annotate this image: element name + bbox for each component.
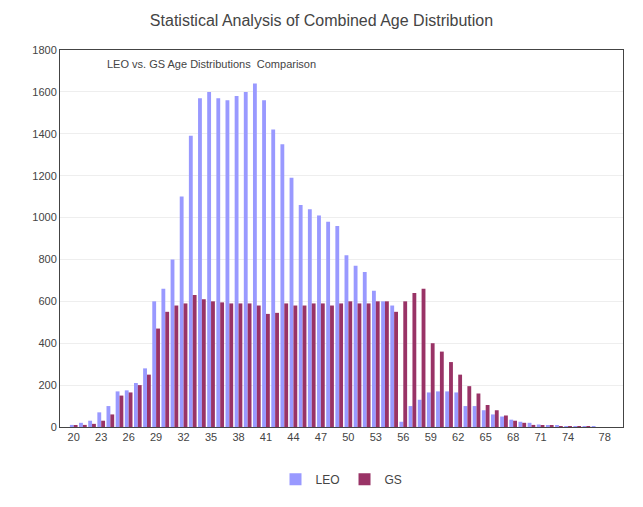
svg-text:1000: 1000: [32, 211, 56, 223]
svg-text:56: 56: [397, 431, 409, 443]
svg-text:600: 600: [38, 295, 56, 307]
svg-text:1800: 1800: [32, 44, 56, 56]
svg-text:23: 23: [95, 431, 107, 443]
svg-text:65: 65: [480, 431, 492, 443]
svg-text:62: 62: [452, 431, 464, 443]
svg-text:20: 20: [68, 431, 80, 443]
svg-text:29: 29: [150, 431, 162, 443]
svg-text:53: 53: [370, 431, 382, 443]
svg-text:Statistical Analysis of Combin: Statistical Analysis of Combined Age Dis…: [150, 12, 493, 29]
svg-text:74: 74: [562, 431, 574, 443]
svg-text:78: 78: [599, 431, 611, 443]
svg-text:71: 71: [534, 431, 546, 443]
svg-text:59: 59: [425, 431, 437, 443]
svg-text:32: 32: [177, 431, 189, 443]
svg-text:0: 0: [51, 421, 57, 433]
svg-text:41: 41: [260, 431, 272, 443]
svg-text:LEO vs. GS Age Distributions: LEO vs. GS Age Distributions Comparison: [107, 58, 316, 70]
svg-text:1200: 1200: [32, 170, 56, 182]
svg-text:1400: 1400: [32, 128, 56, 140]
svg-text:1600: 1600: [32, 86, 56, 98]
svg-text:44: 44: [287, 431, 299, 443]
svg-text:68: 68: [507, 431, 519, 443]
svg-text:38: 38: [232, 431, 244, 443]
svg-text:LEO: LEO: [316, 473, 340, 487]
svg-text:400: 400: [38, 337, 56, 349]
svg-text:35: 35: [205, 431, 217, 443]
svg-text:26: 26: [123, 431, 135, 443]
svg-text:GS: GS: [385, 473, 402, 487]
svg-text:200: 200: [38, 379, 56, 391]
svg-text:50: 50: [342, 431, 354, 443]
svg-text:47: 47: [315, 431, 327, 443]
svg-text:800: 800: [38, 253, 56, 265]
